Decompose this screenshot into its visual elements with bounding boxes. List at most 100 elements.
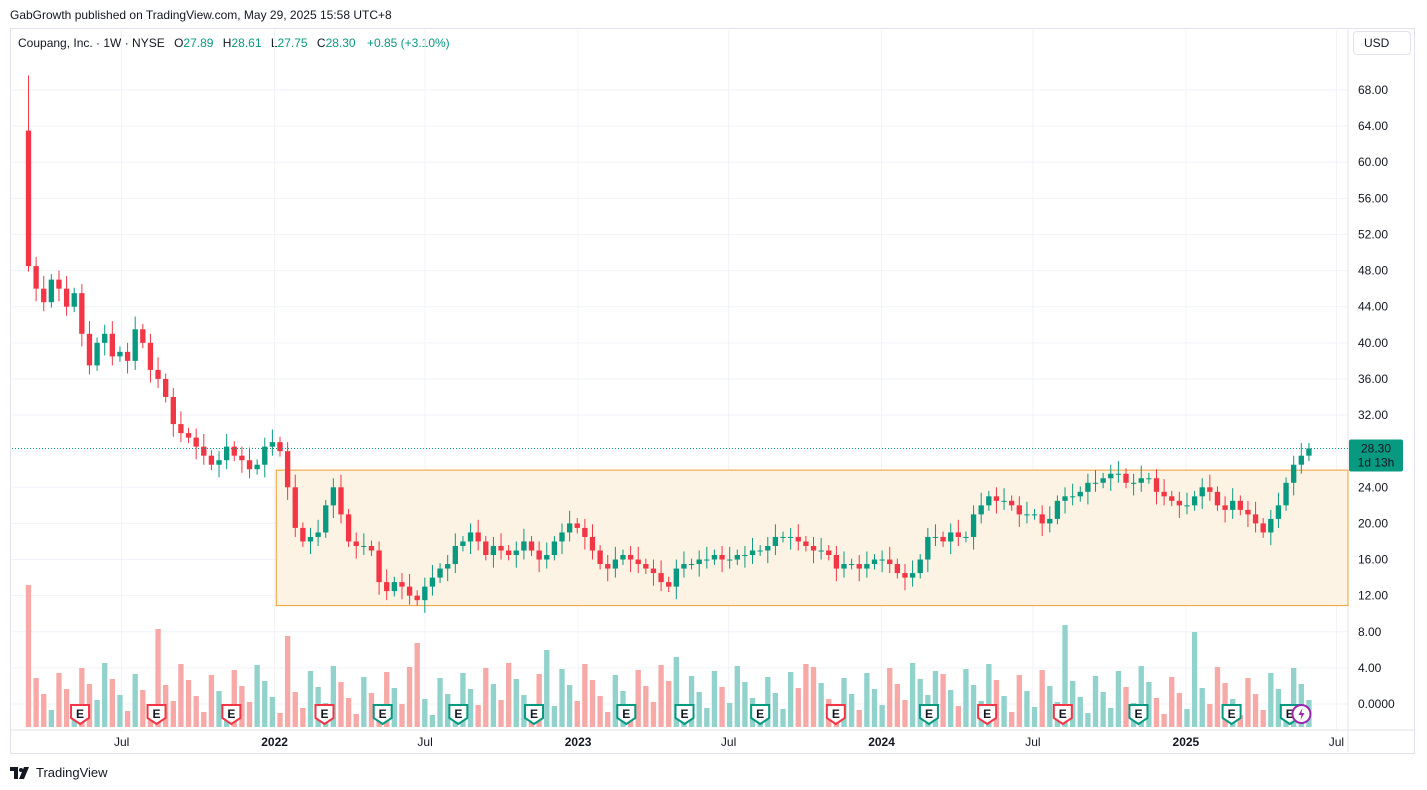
volume-bar [513, 679, 519, 727]
volume-bar [1291, 668, 1297, 727]
volume-bar [445, 694, 451, 727]
candle-body [445, 564, 451, 569]
candle-body [833, 555, 840, 569]
volume-bar [582, 664, 588, 727]
earnings-marker-icon[interactable] [70, 704, 91, 726]
earnings-marker-icon[interactable] [372, 704, 393, 726]
symbol-label[interactable]: Coupang, Inc. · 1W · NYSE [18, 36, 165, 50]
earnings-marker-label: E [832, 707, 840, 721]
volume-bar [201, 712, 207, 727]
earnings-marker-icon[interactable] [448, 704, 469, 726]
volume-bar [140, 690, 146, 727]
candle-body [658, 573, 664, 583]
candle-body [1100, 478, 1106, 483]
y-tick-label: 20.00 [1358, 516, 1388, 530]
candle-body [818, 550, 824, 552]
candle-body [864, 564, 870, 569]
candle-body [620, 555, 626, 560]
volume-bar [1031, 707, 1038, 727]
volume-bar [1009, 712, 1015, 727]
volume-bar [1245, 678, 1251, 727]
candle-body [925, 536, 931, 560]
volume-bar [1176, 693, 1183, 727]
earnings-marker-icon[interactable] [918, 704, 939, 726]
support-zone-rect[interactable] [275, 469, 1349, 607]
candle-body [1039, 514, 1045, 524]
volume-bar [780, 709, 786, 727]
volume-bar [231, 670, 237, 727]
volume-bar [1024, 691, 1030, 727]
candle-body [1024, 514, 1030, 516]
earnings-marker-icon[interactable] [1221, 704, 1242, 726]
earnings-marker-icon[interactable] [674, 704, 695, 726]
candle-body [1115, 473, 1122, 475]
candle-body [681, 564, 687, 569]
volume-bar [63, 689, 70, 727]
candle-body [1306, 448, 1312, 456]
candle-body [1169, 496, 1175, 501]
candle-body [948, 532, 954, 542]
candle-body [1191, 496, 1198, 506]
earnings-marker-icon[interactable] [1128, 704, 1149, 726]
candle-body [719, 555, 725, 560]
earnings-marker-icon[interactable] [977, 704, 998, 726]
candle-body [536, 550, 542, 560]
volume-bar [1275, 689, 1282, 727]
earnings-marker-icon[interactable] [524, 704, 545, 726]
volume-bar [551, 706, 558, 727]
volume-bar [719, 687, 725, 727]
volume-bar [566, 685, 573, 727]
volume-bar [963, 669, 969, 727]
earnings-marker-icon[interactable] [221, 704, 242, 726]
candle-body [711, 555, 718, 560]
candle-body [704, 559, 710, 561]
candle-body [734, 555, 740, 560]
candle-body [1138, 478, 1144, 483]
volume-bar [704, 708, 710, 727]
earnings-marker-icon[interactable] [146, 704, 167, 726]
earnings-marker-icon[interactable] [314, 704, 335, 726]
earnings-marker-icon[interactable] [825, 704, 846, 726]
candle-body [147, 342, 154, 370]
candle-body [1237, 500, 1243, 510]
volume-bar [124, 711, 131, 727]
currency-button[interactable]: USD [1353, 31, 1411, 55]
candle-body [33, 266, 39, 289]
candle-body [483, 541, 489, 556]
volume-bar [467, 689, 474, 727]
candle-body [384, 582, 390, 592]
earnings-marker-label: E [76, 707, 84, 721]
candle-body [627, 555, 634, 560]
volume-bar [437, 678, 443, 727]
candle-body [246, 460, 253, 470]
last-price-badge [1349, 439, 1403, 472]
earnings-marker-icon[interactable] [750, 704, 771, 726]
earnings-marker-label: E [925, 707, 933, 721]
candle-body [742, 555, 748, 557]
volume-bar [643, 686, 649, 727]
volume-bar [993, 680, 1000, 727]
volume-bar [1199, 688, 1205, 727]
volume-bar [284, 636, 291, 727]
volume-bar [460, 673, 466, 727]
y-tick-label: 4.00 [1358, 661, 1382, 675]
volume-bar [917, 679, 923, 727]
candle-body [41, 288, 47, 303]
volume-bar [1207, 704, 1213, 727]
candle-body [48, 279, 55, 303]
candle-body [1260, 523, 1266, 533]
volume-bar [1153, 698, 1160, 727]
earnings-marker-icon[interactable] [616, 704, 637, 726]
candle-body [826, 550, 832, 556]
volume-bar [269, 697, 276, 727]
earnings-marker-icon[interactable] [1052, 704, 1073, 726]
candle-body [368, 545, 375, 551]
volume-bar [239, 686, 245, 727]
volume-bar [589, 680, 596, 727]
volume-bar [727, 703, 733, 727]
candle-body [1275, 505, 1282, 519]
volume-bar [1077, 697, 1083, 727]
y-tick-label: 68.00 [1358, 83, 1388, 97]
candle-body [765, 545, 771, 551]
